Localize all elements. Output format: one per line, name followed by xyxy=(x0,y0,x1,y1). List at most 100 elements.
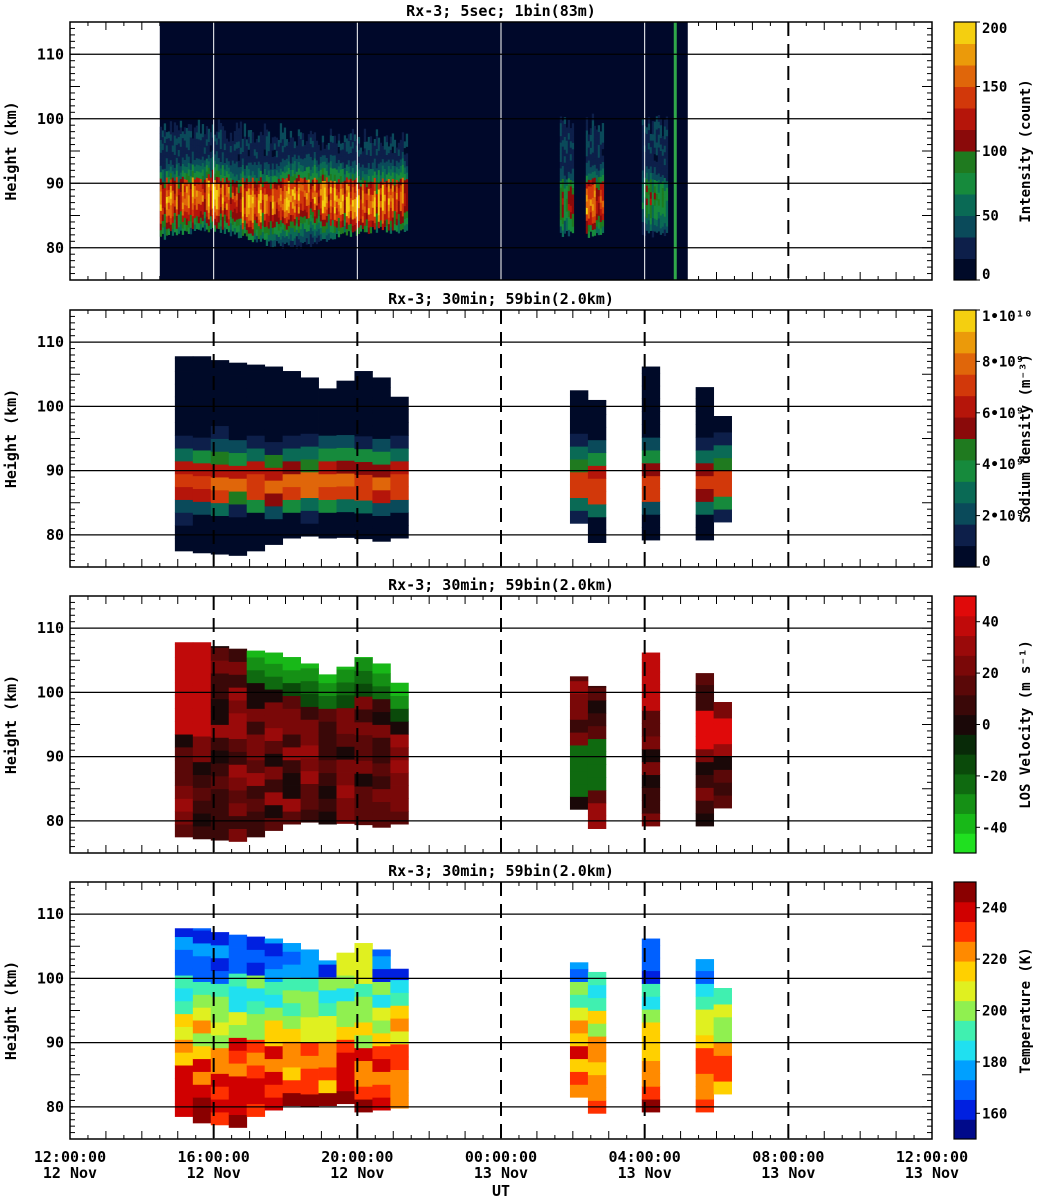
intensity-cell xyxy=(397,168,401,176)
intensity-cell xyxy=(279,181,283,189)
intensity-cell xyxy=(371,175,375,182)
intensity-cell xyxy=(289,143,293,151)
intensity-cell xyxy=(595,200,599,208)
intensity-cell xyxy=(315,198,319,206)
intensity-cell xyxy=(183,224,187,231)
intensity-cell xyxy=(227,141,231,149)
intensity-cell xyxy=(295,216,299,224)
intensity-cell xyxy=(301,236,305,244)
intensity-cell xyxy=(641,195,645,203)
intensity-cell xyxy=(397,194,401,202)
intensity-cell xyxy=(255,151,259,159)
intensity-cell xyxy=(255,184,259,191)
panel-3: Rx-3; 30min; 59bin(2.0km)Height (km)8090… xyxy=(2,576,933,854)
data-cell xyxy=(641,658,661,673)
intensity-cell xyxy=(317,202,321,210)
intensity-cell xyxy=(179,178,183,186)
intensity-cell xyxy=(347,205,351,212)
data-cell xyxy=(300,991,319,1005)
intensity-cell xyxy=(641,137,645,145)
intensity-cell xyxy=(645,178,649,186)
intensity-cell xyxy=(285,197,289,204)
intensity-cell xyxy=(321,206,325,214)
data-cell xyxy=(300,1016,319,1031)
intensity-cell xyxy=(381,216,385,224)
intensity-cell xyxy=(301,171,305,179)
x-axis-label: UT xyxy=(492,1182,510,1200)
intensity-cell xyxy=(343,225,347,233)
intensity-cell xyxy=(563,220,567,228)
data-cell xyxy=(300,484,319,499)
intensity-cell xyxy=(229,223,233,230)
data-cell xyxy=(641,462,661,477)
intensity-cell xyxy=(593,158,597,165)
intensity-cell xyxy=(649,179,653,186)
data-cell xyxy=(354,747,373,761)
intensity-cell xyxy=(175,196,179,204)
data-cell xyxy=(336,797,355,811)
data-cell xyxy=(372,711,391,725)
intensity-cell xyxy=(185,166,189,174)
data-cell xyxy=(336,784,355,799)
intensity-cell xyxy=(391,133,395,141)
colorbar-swatch xyxy=(954,1040,976,1061)
intensity-cell xyxy=(369,187,373,195)
intensity-cell xyxy=(641,144,645,152)
intensity-cell xyxy=(177,201,181,209)
intensity-cell xyxy=(289,176,293,183)
intensity-cell xyxy=(385,219,389,226)
intensity-cell xyxy=(259,183,263,191)
intensity-cell xyxy=(651,153,655,161)
intensity-cell xyxy=(559,187,563,195)
intensity-cell xyxy=(269,188,273,196)
intensity-cell xyxy=(195,203,199,210)
intensity-cell xyxy=(259,228,263,236)
data-cell xyxy=(300,1068,319,1082)
colorbar-swatch xyxy=(954,524,976,547)
intensity-cell xyxy=(591,223,595,231)
intensity-cell xyxy=(337,133,341,141)
intensity-cell xyxy=(309,188,313,196)
intensity-cell xyxy=(351,225,355,233)
data-cell xyxy=(282,448,301,462)
intensity-cell xyxy=(269,207,273,215)
intensity-cell xyxy=(215,215,219,223)
intensity-cell xyxy=(209,157,213,165)
intensity-cell xyxy=(173,128,177,136)
intensity-cell xyxy=(229,145,233,153)
intensity-cell xyxy=(297,219,301,227)
intensity-cell xyxy=(209,177,213,185)
data-cell xyxy=(228,802,248,817)
intensity-cell xyxy=(329,212,333,220)
data-cell xyxy=(372,377,391,388)
intensity-cell xyxy=(199,198,203,205)
intensity-cell xyxy=(307,217,311,225)
intensity-cell xyxy=(299,196,303,204)
data-cell xyxy=(192,658,212,673)
intensity-cell xyxy=(321,200,325,207)
data-cell xyxy=(318,499,337,513)
intensity-cell xyxy=(365,219,369,226)
intensity-cell xyxy=(243,168,247,176)
intensity-cell xyxy=(335,214,339,222)
intensity-cell xyxy=(391,197,395,205)
intensity-cell xyxy=(595,219,599,227)
intensity-cell xyxy=(307,198,311,206)
data-cell xyxy=(192,642,212,647)
data-cell xyxy=(264,740,284,754)
intensity-cell xyxy=(165,151,169,159)
intensity-cell xyxy=(243,136,247,144)
intensity-cell xyxy=(211,137,215,145)
data-cell xyxy=(641,736,661,750)
intensity-cell xyxy=(365,154,369,162)
data-cell xyxy=(641,514,661,528)
intensity-cell xyxy=(207,186,211,194)
data-cell xyxy=(246,772,266,786)
intensity-cell xyxy=(383,194,387,202)
intensity-cell xyxy=(301,229,305,237)
intensity-cell xyxy=(329,154,333,162)
y-axis-label: Height (km) xyxy=(2,101,20,200)
intensity-cell xyxy=(265,155,269,163)
intensity-cell xyxy=(257,167,261,175)
